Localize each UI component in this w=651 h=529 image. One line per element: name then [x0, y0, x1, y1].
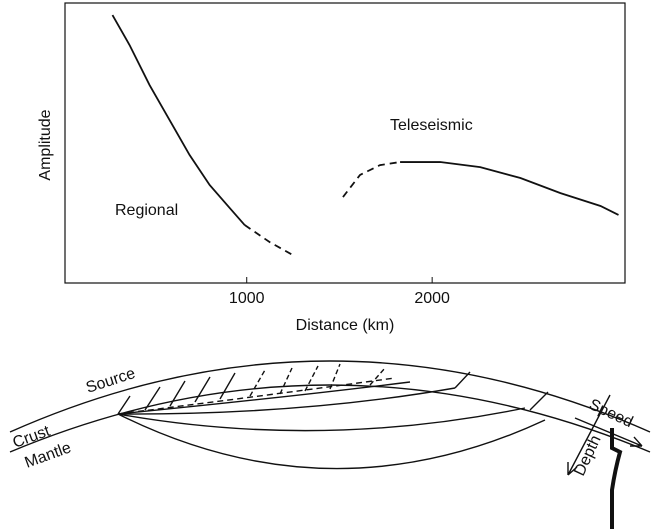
line-segment [245, 225, 295, 256]
ray [118, 408, 525, 431]
line-segment [400, 162, 618, 215]
y-axis-label: Amplitude [37, 109, 54, 180]
ray [118, 378, 395, 414]
velocity-profile [612, 428, 620, 529]
moho [10, 385, 650, 452]
earth-surface [10, 361, 650, 432]
source-label: Source [84, 365, 138, 397]
figure: Distance (km) Amplitude Regional Telesei… [0, 0, 651, 529]
earth-diagram: Source Crust Mantle Speed Depth [10, 361, 650, 529]
ray [118, 414, 545, 469]
wavefront [250, 364, 385, 396]
series-label: Regional [115, 202, 178, 219]
series-label: Teleseismic [390, 117, 473, 134]
plot-frame [65, 3, 625, 283]
line-segment [112, 15, 244, 225]
x-axis-label: Distance (km) [296, 317, 395, 334]
ray [118, 388, 455, 414]
x-tick-label: 2000 [414, 290, 450, 307]
x-tick-label: 1000 [229, 290, 265, 307]
depth-label: Depth [571, 433, 604, 479]
line-segment [343, 162, 400, 197]
